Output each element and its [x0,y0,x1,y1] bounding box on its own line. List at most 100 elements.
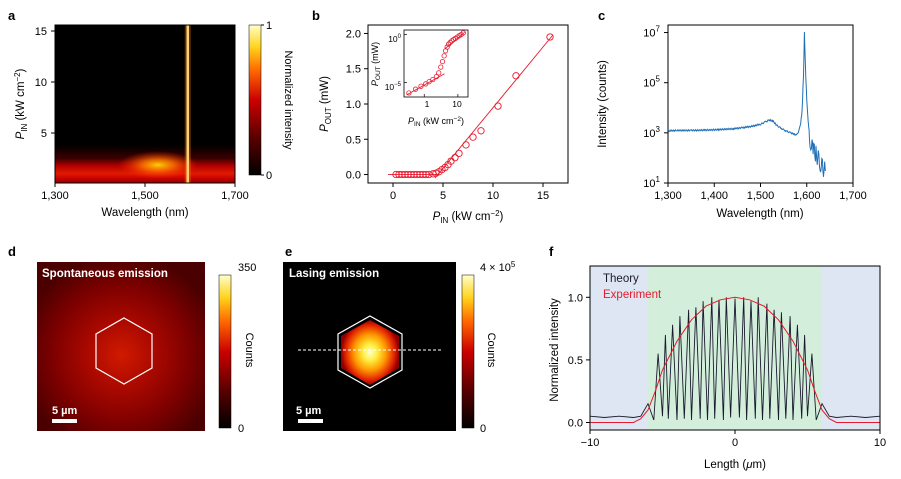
data-point [512,72,520,80]
data-point [425,170,433,179]
panel-e-letter: e [285,244,292,259]
y-tick-label: 103 [643,125,660,140]
experiment-line [590,296,880,423]
panel-b-inset: 100 10−5 1 10 PIN (kW cm−2) POUT (mW) [370,29,469,128]
inset-data-point [460,30,466,36]
cavity-hexagon-outline [337,315,403,389]
inset-data-point [438,64,444,70]
lasing-spot [341,320,399,385]
theory-line [590,297,880,421]
inset-data-point [423,81,429,87]
inset-data-point [433,74,440,80]
panel-a-x-ticks: 1,300 1,500 1,700 [41,183,249,202]
x-tick-label: 15 [537,190,549,202]
y-axis-label: PIN (kW cm−2) [13,68,29,139]
panel-a: a 1,300 1,500 1,700 Wavelength (nm) 5 10… [8,8,294,219]
data-point [469,133,477,141]
y-tick-label: 0.0 [568,417,583,429]
outside-region-right [822,266,880,430]
scale-bar [298,419,323,423]
panel-e: e Lasing emission 5 µm 4 × 105 0 Counts [283,244,516,435]
inset-x-axis-label: PIN (kW cm−2) [408,116,464,128]
inset-data-point [447,39,453,46]
x-axis-label: Wavelength (nm) [716,208,803,220]
y-axis-label: Intensity (counts) [597,60,609,148]
scale-bar-label: 5 µm [52,405,78,417]
x-axis-label: Wavelength (nm) [101,207,188,219]
lasing-line [186,25,189,183]
data-point [477,127,485,135]
cavity-region [648,266,822,430]
colorbar-tick-label: 0 [266,170,272,182]
y-axis-label: POUT (mW) [319,76,333,132]
spectrum-line [668,31,826,177]
inset-frame [403,29,469,98]
frame [667,24,854,184]
cavity-hexagon-outline [95,317,153,385]
x-tick-label: 0 [390,190,396,202]
inset-plot [404,30,466,97]
colorbar [218,274,232,429]
panel-a-colorbar: 1 0 Normalized intensity [248,20,294,182]
panel-d: d Spontaneous emission 5 µm 350 0 Counts [8,244,256,435]
x-tick-label: 1,500 [747,190,775,202]
colorbar [461,274,475,429]
panel-f-letter: f [549,244,554,259]
inset-x-tick-label: 10 [452,99,462,109]
data-point [422,170,430,179]
panel-d-letter: d [8,244,16,259]
x-tick-label: 0 [732,437,738,449]
x-tick-label: −10 [581,437,600,449]
x-axis-label: PIN (kW cm−2) [433,209,504,225]
inset-data-point [418,83,424,89]
y-tick-label: 101 [643,175,660,190]
panel-c: c 1,300 1,400 1,500 1,600 1,700101103105107 … [597,8,867,220]
data-point [546,33,554,41]
inset-data-point [444,44,450,50]
inset-data-point [446,41,452,47]
lasing-line-halo [184,25,191,183]
panel-a-y-ticks: 5 10 15 [35,26,55,140]
x-tick-label: 10 [487,190,499,202]
x-tick-label: 1,300 [41,190,69,202]
x-tick-label: 1,600 [793,190,821,202]
y-tick-label: 0.0 [346,170,361,182]
data-point [451,153,459,162]
y-tick-label: 1.0 [568,292,583,304]
colorbar-tick-label: 0 [480,423,486,435]
emission-peak-glow [118,151,198,179]
inset-data-point [441,53,447,59]
data-point [455,149,463,158]
data-point [494,102,502,110]
legend-experiment: Experiment [603,289,662,301]
scale-bar-label: 5 µm [296,405,322,417]
map-title: Spontaneous emission [42,268,168,280]
colorbar-tick-label: 4 × 105 [480,260,516,274]
scale-bar [52,419,77,423]
y-tick-label: 10 [35,77,47,89]
y-axis-label: Normalized intensity [549,298,561,402]
panel-b-ticks: 0 5 10 15 0.0 0.5 1.0 1.5 2.0 [346,28,549,202]
y-tick-label: 15 [35,26,47,38]
legend-theory: Theory [603,273,639,285]
data-point [462,141,470,149]
inset-y-tick-label: 100 [388,34,401,44]
y-tick-label: 0.5 [346,134,361,146]
colorbar-tick-label: 0 [238,423,244,435]
x-tick-label: 1,700 [221,190,249,202]
x-tick-label: 1,700 [839,190,867,202]
y-tick-label: 1.5 [346,64,361,76]
panel-b: b 0 5 10 15 0.0 0.5 1.0 1.5 2.0 PIN (kW cm−2) PO… [312,8,569,225]
panel-b-letter: b [312,8,320,23]
y-tick-label: 1.0 [346,99,361,111]
panel-f-ticks: −10 0 10 0.0 0.5 1.0 [568,292,886,449]
panel-c-ticks: 1,300 1,400 1,500 1,600 1,700 101 103 105 107 [643,25,866,202]
inset-data-point [412,86,419,92]
colorbar [248,24,262,176]
y-tick-label: 2.0 [346,28,361,40]
x-tick-label: 1,500 [131,190,159,202]
colorbar-tick-label: 1 [266,20,272,32]
panel-c-letter: c [598,8,605,23]
outside-region-left [590,266,648,430]
